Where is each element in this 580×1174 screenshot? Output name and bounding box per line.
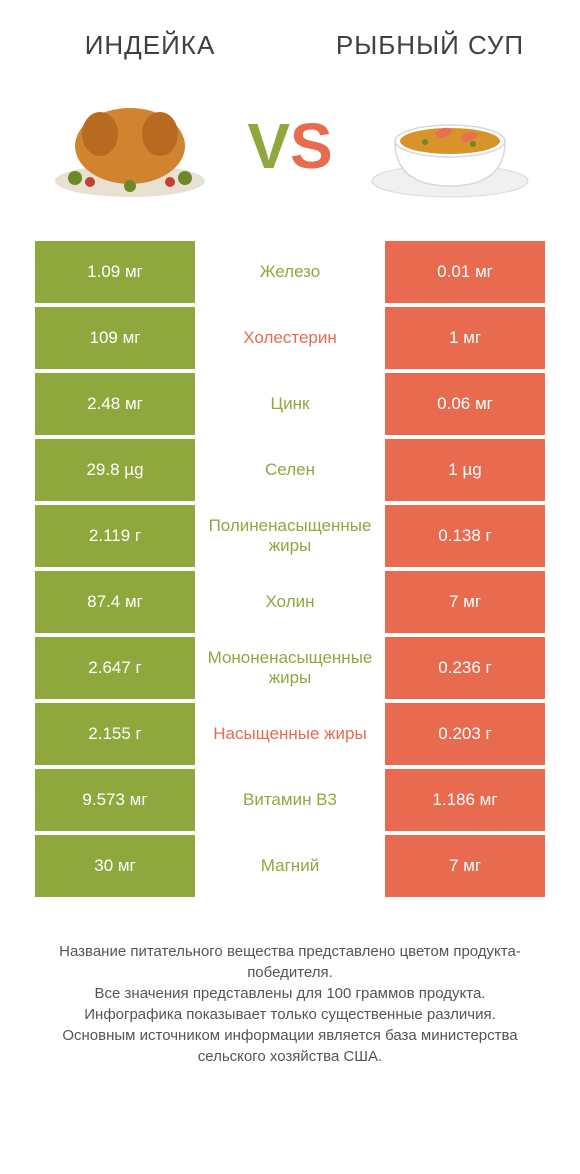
cell-nutrient: Мононенасыщенные жиры — [195, 637, 385, 699]
vs-s: S — [290, 109, 333, 183]
images-row: VS — [0, 71, 580, 241]
table-row: 2.119 гПолиненасыщенные жиры0.138 г — [35, 505, 545, 567]
soup-image — [360, 81, 540, 211]
title-right: РЫБНЫЙ СУП — [330, 30, 530, 61]
table-row: 87.4 мгХолин7 мг — [35, 571, 545, 633]
vs-v: V — [247, 109, 290, 183]
cell-right: 0.138 г — [385, 505, 545, 567]
comparison-table: 1.09 мгЖелезо0.01 мг109 мгХолестерин1 мг… — [0, 241, 580, 897]
footer-notes: Название питательного вещества представл… — [0, 901, 580, 1087]
header: ИНДЕЙКА РЫБНЫЙ СУП — [0, 0, 580, 71]
table-row: 2.647 гМононенасыщенные жиры0.236 г — [35, 637, 545, 699]
cell-right: 0.06 мг — [385, 373, 545, 435]
cell-left: 2.119 г — [35, 505, 195, 567]
cell-left: 1.09 мг — [35, 241, 195, 303]
cell-right: 1 мг — [385, 307, 545, 369]
table-row: 1.09 мгЖелезо0.01 мг — [35, 241, 545, 303]
cell-nutrient: Полиненасыщенные жиры — [195, 505, 385, 567]
cell-right: 1 µg — [385, 439, 545, 501]
table-row: 30 мгМагний7 мг — [35, 835, 545, 897]
cell-left: 87.4 мг — [35, 571, 195, 633]
footer-line-2: Все значения представлены для 100 граммо… — [30, 983, 550, 1004]
cell-nutrient: Витамин B3 — [195, 769, 385, 831]
title-left: ИНДЕЙКА — [50, 30, 250, 61]
table-row: 2.155 гНасыщенные жиры0.203 г — [35, 703, 545, 765]
cell-right: 0.236 г — [385, 637, 545, 699]
cell-left: 109 мг — [35, 307, 195, 369]
cell-nutrient: Магний — [195, 835, 385, 897]
cell-left: 2.155 г — [35, 703, 195, 765]
vs-label: VS — [247, 109, 332, 183]
cell-left: 30 мг — [35, 835, 195, 897]
cell-left: 2.647 г — [35, 637, 195, 699]
cell-left: 29.8 µg — [35, 439, 195, 501]
footer-line-4: Основным источником информации является … — [30, 1025, 550, 1067]
cell-nutrient: Селен — [195, 439, 385, 501]
turkey-image — [40, 81, 220, 211]
cell-right: 1.186 мг — [385, 769, 545, 831]
footer-line-3: Инфографика показывает только существенн… — [30, 1004, 550, 1025]
cell-right: 0.203 г — [385, 703, 545, 765]
table-row: 2.48 мгЦинк0.06 мг — [35, 373, 545, 435]
cell-right: 7 мг — [385, 835, 545, 897]
cell-right: 0.01 мг — [385, 241, 545, 303]
cell-nutrient: Железо — [195, 241, 385, 303]
cell-left: 2.48 мг — [35, 373, 195, 435]
cell-nutrient: Цинк — [195, 373, 385, 435]
table-row: 29.8 µgСелен1 µg — [35, 439, 545, 501]
cell-nutrient: Холин — [195, 571, 385, 633]
cell-right: 7 мг — [385, 571, 545, 633]
table-row: 9.573 мгВитамин B31.186 мг — [35, 769, 545, 831]
cell-left: 9.573 мг — [35, 769, 195, 831]
cell-nutrient: Насыщенные жиры — [195, 703, 385, 765]
cell-nutrient: Холестерин — [195, 307, 385, 369]
table-row: 109 мгХолестерин1 мг — [35, 307, 545, 369]
footer-line-1: Название питательного вещества представл… — [30, 941, 550, 983]
